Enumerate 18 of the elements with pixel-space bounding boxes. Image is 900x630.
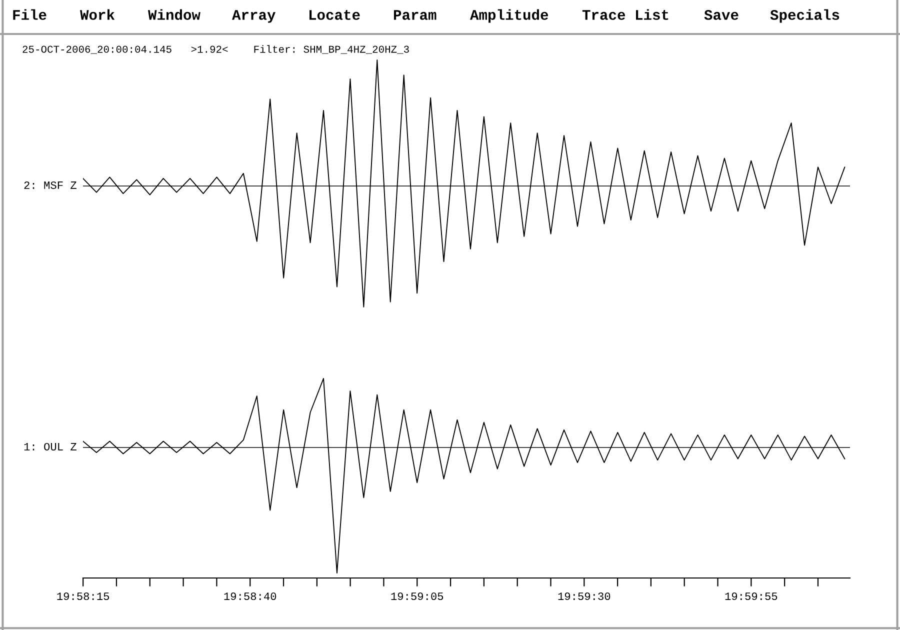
x-tick-label: 19:59:30 — [558, 592, 610, 600]
x-tick-label: 19:58:40 — [224, 592, 276, 600]
x-tick-label: 19:59:55 — [725, 592, 778, 600]
text: Trace List — [582, 9, 668, 20]
x-tick-label: 19:58:15 — [57, 592, 110, 600]
text: Window — [148, 9, 200, 20]
text: Param — [394, 10, 436, 20]
text: 25-OCT-2006_20:00:04.145 >1.92< Filter: SHM_BP_4HZ_20HZ_3 — [22, 45, 409, 54]
text: Specials — [770, 9, 840, 23]
text: Locate — [310, 10, 360, 20]
text: Save — [704, 10, 738, 20]
x-tick-label: 19:59:05 — [391, 592, 444, 600]
text: Work — [80, 9, 115, 20]
text: Amplitude — [470, 9, 548, 23]
y-axis-title: 1: OUL Z — [24, 442, 76, 450]
y-axis-title: 2: MSF Z — [24, 181, 76, 189]
text: Array — [232, 10, 276, 23]
text: File — [13, 9, 46, 20]
